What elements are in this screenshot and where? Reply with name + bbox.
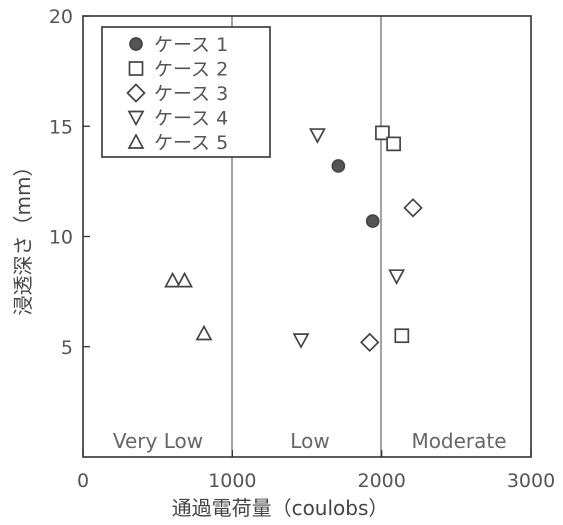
- legend-label-1: ケース 1: [154, 34, 228, 56]
- data-point-series-5: [195, 324, 213, 341]
- x-axis-ticks: 0 1000 2000 3000: [77, 450, 555, 492]
- region-labels: Very Low Low Moderate: [113, 429, 507, 453]
- y-tick-label: 15: [49, 116, 73, 138]
- x-tick-label: 1000: [208, 470, 256, 492]
- legend-label-3: ケース 3: [154, 83, 228, 105]
- data-point-series-3: [360, 332, 380, 353]
- data-point-series-4: [292, 333, 310, 349]
- y-axis-ticks: 5 10 15 20: [49, 6, 90, 359]
- region-label-moderate: Moderate: [411, 429, 506, 453]
- data-point-series-4: [388, 269, 406, 285]
- legend-marker-3: [126, 83, 146, 103]
- x-axis-title: 通過電荷量（coulobs）: [172, 496, 389, 520]
- y-tick-label: 10: [49, 227, 73, 249]
- region-label-very-low: Very Low: [113, 429, 203, 453]
- x-tick-label: 0: [77, 470, 89, 492]
- y-tick-label: 5: [61, 337, 73, 359]
- legend-marker-5: [127, 133, 145, 149]
- region-label-low: Low: [290, 429, 329, 453]
- legend-marker-1: [129, 37, 143, 51]
- data-point-series-4: [309, 128, 326, 144]
- legend-label-4: ケース 4: [154, 108, 228, 130]
- data-point-series-5: [164, 271, 182, 288]
- legend-label-5: ケース 5: [154, 132, 228, 154]
- y-axis-title: 浸透深さ（mm）: [11, 157, 35, 316]
- data-point-series-1: [365, 214, 380, 228]
- data-point-series-2: [394, 328, 410, 344]
- x-tick-label: 3000: [507, 470, 555, 492]
- data-point-series-1: [331, 159, 346, 173]
- data-point-series-2: [386, 136, 401, 152]
- legend-label-2: ケース 2: [154, 59, 228, 81]
- data-point-series-2: [375, 125, 390, 141]
- data-point-series-5: [176, 271, 193, 288]
- legend-marker-2: [128, 61, 144, 76]
- legend-marker-4: [127, 110, 145, 127]
- data-point-series-3: [403, 198, 423, 218]
- data-points: [164, 125, 423, 353]
- y-tick-label: 20: [49, 6, 73, 28]
- x-tick-label: 2000: [357, 470, 405, 492]
